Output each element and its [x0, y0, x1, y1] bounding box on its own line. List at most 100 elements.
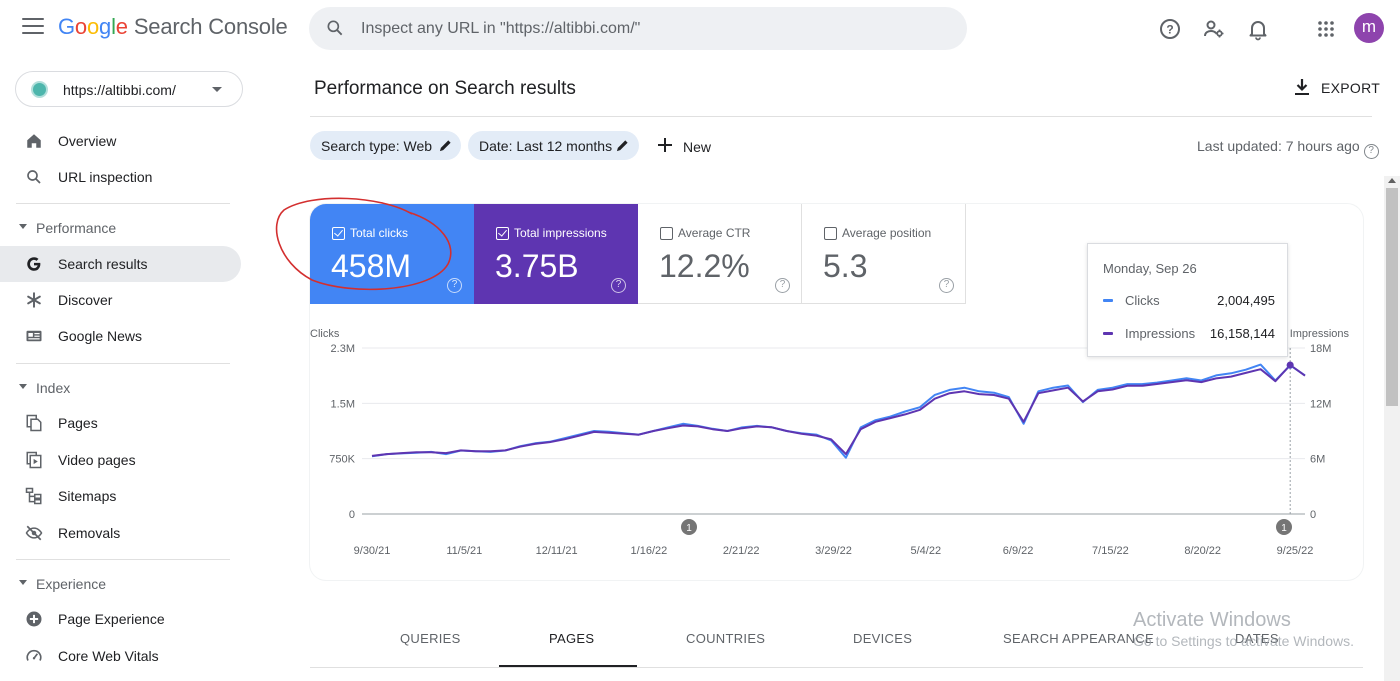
filter-chip-search-type[interactable]: Search type: Web: [310, 131, 461, 160]
scroll-up-arrow-icon[interactable]: [1388, 178, 1396, 183]
sidebar-section-index[interactable]: Index: [0, 372, 241, 402]
x-tick-label: 7/15/22: [1092, 545, 1129, 557]
sidebar-item-page-experience[interactable]: Page Experience: [0, 601, 241, 637]
dimension-tabs-card: QUERIES PAGES COUNTRIES DEVICES SEARCH A…: [310, 609, 1363, 681]
tab-countries[interactable]: COUNTRIES: [686, 631, 766, 646]
series-line-clicks[interactable]: [371, 363, 1306, 459]
hamburger-menu-icon[interactable]: [22, 18, 44, 36]
right-tick-label: 12M: [1310, 398, 1331, 410]
help-icon[interactable]: ?: [1363, 144, 1379, 159]
news-icon: [26, 330, 42, 342]
left-tick-label: 2.3M: [331, 343, 355, 355]
sidebar-divider: [16, 203, 230, 204]
x-tick-label: 8/20/22: [1184, 545, 1221, 557]
metric-total-clicks[interactable]: Total clicks 458M ?: [310, 204, 474, 304]
metric-average-ctr[interactable]: Average CTR 12.2% ?: [638, 204, 802, 304]
left-tick-label: 1.5M: [331, 398, 355, 410]
annotation-circle[interactable]: [681, 519, 697, 535]
scrollbar-thumb[interactable]: [1386, 188, 1398, 406]
manage-users-icon[interactable]: [1202, 17, 1226, 41]
collapse-triangle-icon: [19, 384, 27, 389]
sidebar-item-pages[interactable]: Pages: [0, 405, 241, 441]
notifications-bell-icon[interactable]: [1246, 17, 1270, 41]
sidebar-item-overview[interactable]: Overview: [0, 123, 241, 159]
sidebar-section-experience[interactable]: Experience: [0, 568, 241, 598]
sidebar-item-discover[interactable]: Discover: [0, 282, 241, 318]
x-tick-label: 9/25/22: [1277, 545, 1314, 557]
x-tick-label: 2/21/22: [723, 545, 760, 557]
app-title: Search Console: [133, 14, 288, 39]
series-line-impressions[interactable]: [371, 364, 1306, 457]
metric-checkbox[interactable]: [824, 227, 837, 240]
account-avatar[interactable]: m: [1354, 13, 1384, 43]
metric-total-impressions[interactable]: Total impressions 3.75B ?: [474, 204, 638, 304]
page-experience-icon: [26, 611, 42, 627]
home-icon: [27, 134, 41, 148]
tab-devices[interactable]: DEVICES: [853, 631, 913, 646]
x-tick-label: 6/9/22: [1003, 545, 1034, 557]
x-tick-label: 12/11/21: [536, 545, 578, 557]
tabs-divider: [310, 667, 1363, 668]
tab-queries[interactable]: QUERIES: [400, 631, 461, 646]
sidebar-item-core-web-vitals[interactable]: Core Web Vitals: [0, 638, 241, 674]
sidebar-item-url-inspection[interactable]: URL inspection: [0, 159, 241, 195]
annotation-marker[interactable]: 1: [1276, 519, 1292, 535]
x-tick-label: 3/29/22: [815, 545, 852, 557]
metric-average-position[interactable]: Average position 5.3 ?: [802, 204, 966, 304]
tab-dates[interactable]: DATES: [1235, 631, 1279, 646]
plus-icon: [658, 138, 672, 152]
chart-tooltip: Monday, Sep 26 Clicks 2,004,495 Impressi…: [1087, 243, 1288, 357]
performance-line-chart[interactable]: Clicks Impressions 2.3M 18M 1.5M 12M 750K 6M 0…: [310, 320, 1363, 570]
metric-checkbox[interactable]: [496, 227, 509, 240]
page-scrollbar[interactable]: [1384, 176, 1400, 681]
right-tick-label: 6M: [1310, 454, 1325, 466]
sidebar-item-search-results[interactable]: Search results: [0, 246, 241, 282]
page-title: Performance on Search results: [314, 78, 576, 99]
metric-checkbox[interactable]: [660, 227, 673, 240]
url-inspect-input[interactable]: [361, 7, 951, 50]
pages-icon: [26, 414, 42, 432]
sidebar-section-performance[interactable]: Performance: [0, 212, 241, 242]
sidebar-item-removals[interactable]: Removals: [0, 515, 241, 551]
app-logo[interactable]: Google Search Console: [58, 14, 288, 39]
x-tick-label: 11/5/21: [446, 545, 482, 557]
sidebar-divider: [16, 363, 230, 364]
help-icon[interactable]: ?: [447, 278, 462, 293]
help-icon[interactable]: ?: [939, 278, 954, 293]
right-axis-label: Impressions: [1290, 328, 1350, 340]
windows-activation-subtitle: Go to Settings to activate Windows.: [1133, 633, 1354, 649]
help-icon[interactable]: ?: [775, 278, 790, 293]
apps-grid-icon[interactable]: [1314, 17, 1338, 41]
series-swatch: [1103, 332, 1113, 335]
sidebar-item-google-news[interactable]: Google News: [0, 318, 241, 354]
left-tick-label: 0: [349, 509, 355, 521]
svg-text:?: ?: [1166, 23, 1173, 37]
windows-activation-title: Activate Windows: [1133, 609, 1291, 631]
collapse-triangle-icon: [19, 580, 27, 585]
sidebar-item-sitemaps[interactable]: Sitemaps: [0, 478, 241, 514]
property-selector[interactable]: https://altibbi.com/: [15, 71, 243, 107]
right-tick-label: 0: [1310, 509, 1316, 521]
chevron-down-icon: [212, 87, 222, 92]
edit-pencil-icon[interactable]: [439, 139, 452, 152]
help-icon[interactable]: ?: [611, 278, 626, 293]
search-icon: [27, 170, 41, 184]
tab-search-appearance[interactable]: SEARCH APPEARANCE: [1003, 631, 1155, 646]
metric-checkbox[interactable]: [332, 227, 345, 240]
new-filter-button[interactable]: New: [654, 131, 724, 160]
edit-pencil-icon[interactable]: [616, 139, 629, 152]
filter-chip-date[interactable]: Date: Last 12 months: [468, 131, 639, 160]
annotation-circle[interactable]: [1276, 519, 1292, 535]
removals-icon: [25, 525, 43, 541]
collapse-triangle-icon: [19, 224, 27, 229]
property-url: https://altibbi.com/: [63, 82, 176, 98]
gauge-icon: [26, 649, 42, 661]
x-tick-label: 1/16/22: [631, 545, 668, 557]
url-inspect-searchbar[interactable]: [309, 7, 967, 50]
tab-pages[interactable]: PAGES: [549, 631, 595, 646]
sidebar-item-video-pages[interactable]: Video pages: [0, 442, 241, 478]
help-icon[interactable]: ?: [1158, 17, 1182, 41]
sidebar-divider: [16, 559, 230, 560]
annotation-marker[interactable]: 1: [681, 519, 697, 535]
